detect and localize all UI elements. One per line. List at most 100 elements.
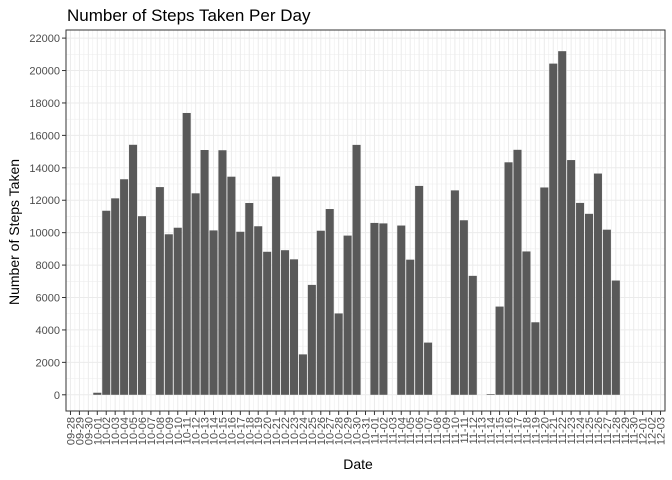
- bar: [540, 187, 549, 395]
- bar: [584, 213, 594, 395]
- bar: [558, 51, 567, 395]
- bar: [459, 220, 468, 395]
- y-axis-label: Number of Steps Taken: [6, 159, 22, 305]
- x-tick-label: 11-20: [539, 417, 551, 444]
- x-tick-label: 10-07: [146, 417, 158, 445]
- bar: [531, 322, 540, 395]
- x-tick-label: 10-26: [316, 417, 328, 445]
- x-tick-label: 11-03: [387, 417, 399, 444]
- x-tick-label: 10-04: [119, 417, 131, 445]
- x-tick-label: 12-01: [638, 417, 650, 445]
- bar: [281, 250, 290, 395]
- bar: [129, 144, 138, 395]
- bar: [298, 354, 307, 395]
- y-axis: 0 2000 4000 6000 8000 10000 12000 14000 16000 180…: [29, 33, 66, 402]
- x-tick-label: 10-27: [325, 417, 337, 445]
- bar: [191, 193, 200, 395]
- y-tick-label: 2000: [36, 357, 60, 369]
- bar: [406, 259, 415, 395]
- bar: [218, 150, 227, 395]
- x-tick-label: 09-28: [65, 417, 77, 445]
- x-tick-label: 11-09: [441, 417, 453, 444]
- bar: [272, 176, 281, 395]
- x-tick-label: 11-28: [611, 417, 623, 444]
- x-tick-label: 11-04: [396, 417, 408, 444]
- x-tick-label: 10-14: [209, 417, 221, 445]
- bar: [120, 179, 129, 395]
- x-tick-label: 10-29: [343, 417, 355, 445]
- x-tick-label: 10-12: [191, 417, 203, 445]
- x-tick-label: 10-20: [262, 417, 274, 445]
- bar: [236, 231, 245, 395]
- x-tick-label: 11-02: [378, 417, 390, 444]
- x-tick-label: 10-13: [200, 417, 212, 445]
- bar: [173, 227, 182, 395]
- x-axis: 09-2809-2909-3010-0110-0210-0310-0410-05…: [65, 411, 668, 445]
- x-tick-label: 11-11: [459, 417, 471, 444]
- x-tick-label: 11-24: [575, 417, 587, 444]
- x-tick-label: 11-08: [432, 417, 444, 444]
- x-tick-label: 11-01: [369, 417, 381, 444]
- y-tick-label: 0: [54, 390, 60, 402]
- x-tick-label: 11-15: [495, 417, 507, 444]
- bar: [209, 230, 218, 395]
- bar: [549, 63, 558, 395]
- x-tick-label: 11-05: [405, 417, 417, 444]
- y-tick-label: 16000: [29, 130, 60, 142]
- x-tick-label: 10-06: [137, 417, 149, 445]
- chart-title: Number of Steps Taken Per Day: [67, 6, 311, 25]
- bar: [263, 251, 272, 395]
- bar: [352, 144, 361, 395]
- x-tick-label: 10-15: [217, 417, 229, 445]
- bar: [593, 173, 602, 395]
- x-tick-label: 10-17: [235, 417, 247, 445]
- x-tick-label: 10-01: [92, 417, 104, 445]
- x-tick-label: 12-03: [656, 417, 668, 445]
- x-tick-label: 11-22: [557, 417, 569, 444]
- x-tick-label: 10-23: [289, 417, 301, 445]
- bar: [254, 226, 263, 395]
- bar: [495, 306, 504, 395]
- y-tick-label: 4000: [36, 325, 60, 337]
- x-tick-label: 11-17: [512, 417, 524, 444]
- bar: [343, 235, 352, 395]
- x-tick-label: 11-16: [504, 417, 516, 444]
- bar: [316, 230, 325, 395]
- bar: [602, 229, 611, 395]
- bar: [334, 313, 343, 395]
- bar: [137, 216, 147, 395]
- bar: [102, 210, 111, 395]
- bar: [325, 209, 334, 395]
- x-tick-label: 11-25: [584, 417, 596, 444]
- bar: [468, 275, 477, 395]
- x-tick-label: 11-18: [521, 417, 533, 444]
- x-tick-label: 11-07: [423, 417, 435, 444]
- x-tick-label: 11-10: [450, 417, 462, 444]
- x-tick-label: 10-05: [128, 417, 140, 445]
- x-tick-label: 10-28: [334, 417, 346, 445]
- x-tick-label: 10-02: [101, 417, 113, 445]
- bar: [504, 162, 513, 395]
- x-tick-label: 12-02: [647, 417, 659, 445]
- x-tick-label: 10-24: [298, 417, 310, 445]
- y-tick-label: 14000: [29, 163, 60, 175]
- bar: [93, 392, 102, 395]
- x-tick-label: 10-08: [155, 417, 167, 445]
- bar: [486, 394, 495, 395]
- bar: [164, 234, 173, 395]
- x-tick-label: 11-27: [602, 417, 614, 444]
- bar: [370, 222, 379, 395]
- x-axis-label: Date: [343, 456, 373, 472]
- bar: [567, 160, 576, 395]
- x-tick-label: 10-30: [352, 417, 364, 445]
- x-tick-label: 10-21: [271, 417, 283, 445]
- x-tick-label: 10-10: [173, 417, 185, 445]
- bar: [289, 259, 299, 395]
- y-tick-label: 8000: [36, 260, 60, 272]
- x-tick-label: 11-19: [530, 417, 542, 444]
- x-tick-label: 10-16: [226, 417, 238, 445]
- x-tick-label: 11-13: [477, 417, 489, 444]
- y-tick-label: 10000: [29, 228, 60, 240]
